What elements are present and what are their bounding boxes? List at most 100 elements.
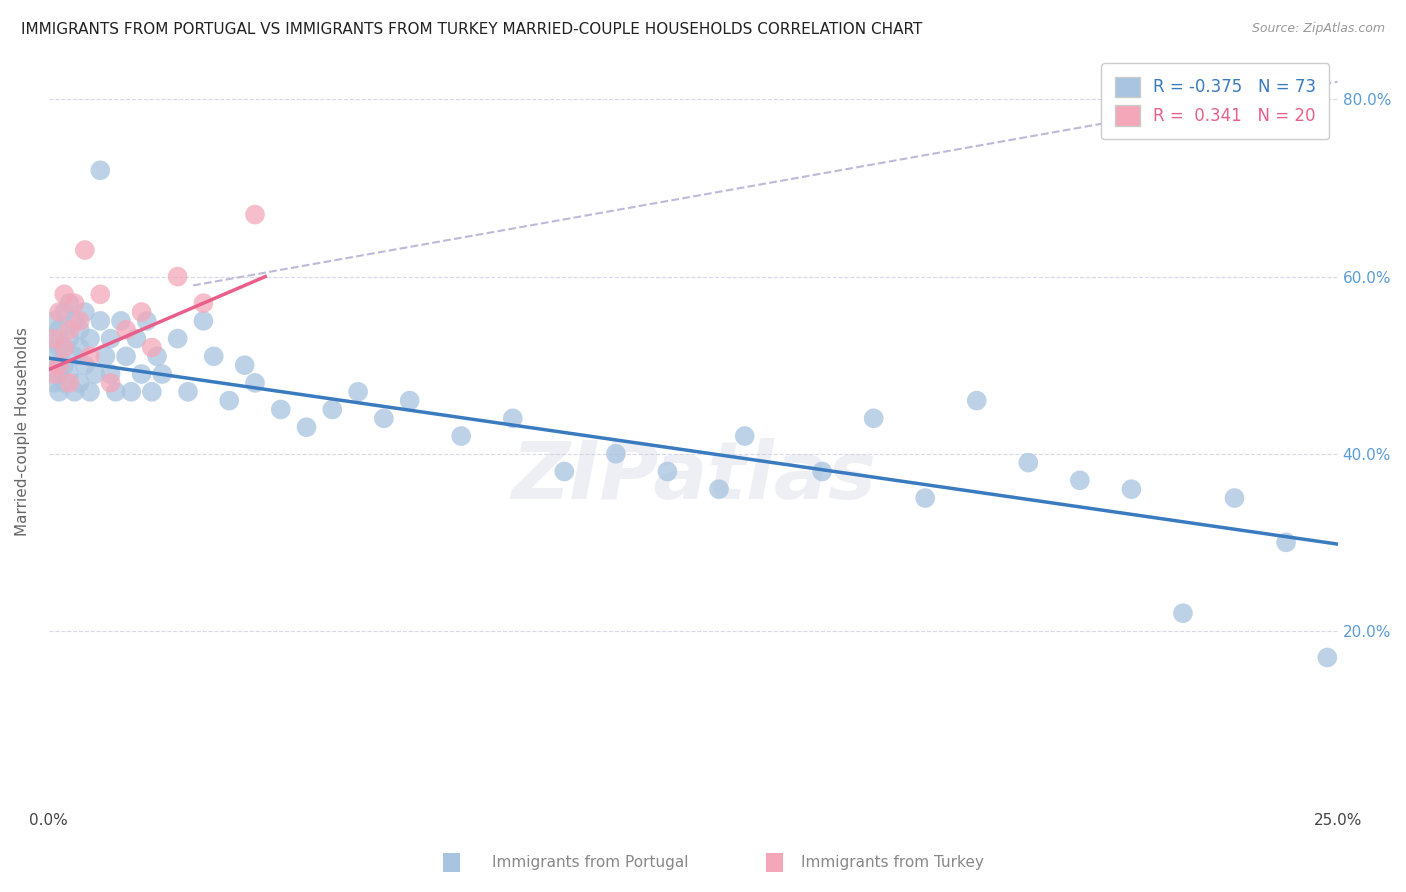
Point: [53, 376, 76, 390]
Point: [104, 384, 127, 399]
Point: [321, 402, 343, 417]
Point: [48, 305, 70, 319]
Point: [89, 287, 111, 301]
Point: [48, 323, 70, 337]
Point: [193, 296, 215, 310]
Point: [1316, 650, 1339, 665]
Point: [146, 349, 169, 363]
Point: [42, 376, 65, 390]
Point: [166, 332, 188, 346]
Point: [48, 341, 70, 355]
Point: [202, 349, 225, 363]
Point: [53, 341, 76, 355]
Point: [89, 163, 111, 178]
Point: [84, 367, 107, 381]
Text: Immigrants from Portugal: Immigrants from Portugal: [492, 855, 689, 870]
Point: [58, 367, 80, 381]
Text: IMMIGRANTS FROM PORTUGAL VS IMMIGRANTS FROM TURKEY MARRIED-COUPLE HOUSEHOLDS COR: IMMIGRANTS FROM PORTUGAL VS IMMIGRANTS F…: [21, 22, 922, 37]
Point: [502, 411, 524, 425]
Point: [79, 349, 101, 363]
Point: [69, 341, 91, 355]
Point: [657, 465, 679, 479]
Point: [141, 384, 163, 399]
Point: [79, 332, 101, 346]
Point: [58, 332, 80, 346]
Point: [100, 367, 122, 381]
Point: [862, 411, 884, 425]
Point: [553, 465, 575, 479]
Point: [69, 376, 91, 390]
Point: [48, 367, 70, 381]
Point: [100, 332, 122, 346]
Point: [193, 314, 215, 328]
Point: [63, 314, 86, 328]
Point: [63, 296, 86, 310]
Point: [89, 314, 111, 328]
Point: [218, 393, 240, 408]
Point: [150, 367, 173, 381]
Point: [48, 358, 70, 372]
Point: [347, 384, 370, 399]
Point: [450, 429, 472, 443]
Point: [115, 323, 138, 337]
Point: [79, 384, 101, 399]
Point: [243, 376, 266, 390]
Text: Immigrants from Turkey: Immigrants from Turkey: [801, 855, 984, 870]
Point: [58, 323, 80, 337]
Point: [131, 305, 153, 319]
Point: [69, 314, 91, 328]
Point: [48, 358, 70, 372]
Point: [166, 269, 188, 284]
Point: [110, 314, 132, 328]
Point: [966, 393, 988, 408]
Text: Source: ZipAtlas.com: Source: ZipAtlas.com: [1251, 22, 1385, 36]
Point: [373, 411, 395, 425]
Point: [233, 358, 256, 372]
Point: [1223, 491, 1246, 505]
Point: [131, 367, 153, 381]
Y-axis label: Married-couple Households: Married-couple Households: [15, 327, 30, 536]
Point: [120, 384, 142, 399]
Point: [811, 465, 834, 479]
Point: [1069, 473, 1091, 487]
Point: [63, 349, 86, 363]
Point: [94, 349, 117, 363]
Point: [243, 208, 266, 222]
Point: [270, 402, 292, 417]
Point: [63, 384, 86, 399]
Point: [42, 332, 65, 346]
Point: [1275, 535, 1298, 549]
Point: [100, 376, 122, 390]
Point: [177, 384, 200, 399]
Point: [1017, 456, 1039, 470]
Text: ZIPatlas: ZIPatlas: [510, 438, 876, 516]
Point: [53, 358, 76, 372]
Point: [295, 420, 318, 434]
Point: [48, 384, 70, 399]
Legend: R = -0.375   N = 73, R =  0.341   N = 20: R = -0.375 N = 73, R = 0.341 N = 20: [1101, 63, 1329, 139]
Point: [53, 305, 76, 319]
Point: [73, 305, 96, 319]
Point: [42, 332, 65, 346]
Point: [53, 341, 76, 355]
Point: [914, 491, 936, 505]
Point: [1171, 606, 1194, 620]
Point: [125, 332, 148, 346]
Point: [69, 323, 91, 337]
Point: [42, 349, 65, 363]
Point: [135, 314, 157, 328]
Point: [73, 243, 96, 257]
Point: [53, 287, 76, 301]
Point: [707, 482, 730, 496]
Point: [605, 447, 627, 461]
Point: [42, 367, 65, 381]
Point: [115, 349, 138, 363]
Point: [1121, 482, 1143, 496]
Point: [734, 429, 756, 443]
Point: [58, 296, 80, 310]
Point: [141, 341, 163, 355]
Point: [58, 376, 80, 390]
Point: [73, 358, 96, 372]
Point: [398, 393, 420, 408]
Point: [42, 314, 65, 328]
